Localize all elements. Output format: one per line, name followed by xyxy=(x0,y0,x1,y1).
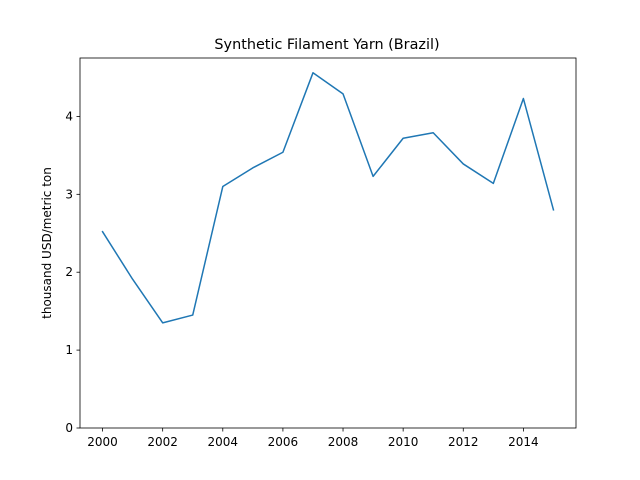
y-tick-label: 0 xyxy=(65,421,73,435)
y-tick-label: 2 xyxy=(65,265,73,279)
y-axis: 0 1 2 3 4 xyxy=(65,109,80,435)
x-tick-label: 2006 xyxy=(268,435,299,449)
x-tick-label: 2010 xyxy=(388,435,419,449)
x-tick-label: 2004 xyxy=(208,435,239,449)
x-tick-label: 2014 xyxy=(508,435,539,449)
series-layer xyxy=(101,72,555,324)
chart-title: Synthetic Filament Yarn (Brazil) xyxy=(214,37,439,53)
series-line xyxy=(101,72,555,324)
x-axis: 2000 2002 2004 2006 2008 2010 2012 2014 xyxy=(87,428,539,449)
y-axis-label: thousand USD/metric ton xyxy=(40,167,54,319)
x-tick-label: 2000 xyxy=(87,435,118,449)
x-tick-label: 2008 xyxy=(328,435,359,449)
plot-frame xyxy=(79,57,577,429)
y-tick-label: 1 xyxy=(65,343,73,357)
y-tick-label: 4 xyxy=(65,109,73,123)
x-tick-label: 2002 xyxy=(147,435,178,449)
x-tick-label: 2012 xyxy=(448,435,479,449)
y-tick-label: 3 xyxy=(65,187,73,201)
